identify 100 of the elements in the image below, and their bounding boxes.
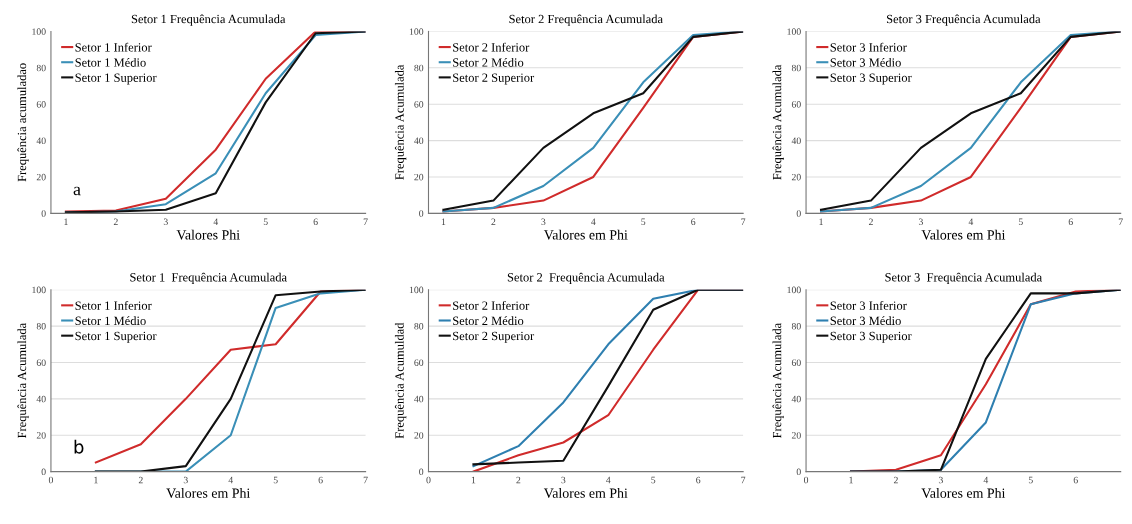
x-tick-label: 2 [138,476,143,484]
y-tick-label: 0 [419,468,424,476]
y-axis-title: Frequência Acumulada [17,323,29,439]
y-tick-label: 20 [36,432,46,439]
x-axis-title: Valores Phi [176,229,240,240]
y-tick-label: 0 [41,468,46,476]
x-tick-label: 4 [228,476,234,484]
legend-label: Setor 1 Médio [75,57,146,67]
chart-title: Setor 2 Frequência Acumulada [507,272,665,285]
legend-label: Setor 1 Médio [75,316,146,325]
legend-label: Setor 3 Inferior [830,42,907,52]
y-tick-label: 40 [791,395,801,403]
y-tick-label: 100 [32,286,46,294]
y-tick-label: 80 [36,323,46,330]
x-tick-label: 4 [591,218,596,225]
x-axis-title: Valores em Phi [166,488,251,498]
y-axis-title: Frequência Acumuldad [394,322,407,439]
x-tick-label: 4 [213,218,219,225]
legend-label: Setor 1 Inferior [75,42,152,52]
x-axis-title: Valores em Phi [921,229,1006,240]
x-tick-label: 1 [94,476,98,484]
x-tick-label: 6 [318,476,323,484]
y-tick-label: 100 [787,286,801,294]
x-tick-label: 6 [1073,476,1078,484]
y-tick-label: 40 [36,395,46,403]
y-tick-label: 40 [414,137,424,145]
x-tick-label: 3 [561,476,566,484]
y-tick-label: 20 [414,173,424,181]
x-tick-label: 1 [471,476,476,484]
x-tick-label: 5 [1028,476,1033,484]
legend-label: Setor 2 Médio [453,57,524,67]
x-tick-label: 2 [491,218,496,225]
x-tick-label: 0 [803,476,809,484]
x-tick-label: 7 [363,476,368,484]
y-tick-label: 20 [791,173,801,181]
x-axis-title: Valores em Phi [921,488,1006,498]
x-tick-label: 6 [696,476,701,484]
y-tick-label: 80 [791,323,801,330]
y-tick-label: 20 [414,432,424,439]
x-axis-title: Valores em Phi [543,229,628,240]
x-tick-label: 0 [426,476,431,484]
x-tick-label: 1 [819,218,823,225]
x-tick-label: 3 [183,476,188,484]
legend-label: Setor 3 Médio [830,316,901,325]
annotation: a [73,186,81,196]
chart-title: Setor 1 Frequência Acumulada [131,14,286,26]
legend-label: Setor 3 Inferior [830,300,907,310]
y-tick-label: 60 [36,101,46,108]
y-axis-title: Frequência Acumulada [772,323,784,439]
y-tick-label: 40 [791,137,801,145]
x-tick-label: 0 [48,476,53,484]
legend-label: Setor 3 Superior [830,331,912,343]
x-tick-label: 3 [938,476,943,484]
y-tick-label: 100 [409,28,424,35]
legend-label: Setor 3 Superior [830,73,912,85]
x-tick-label: 7 [1118,218,1123,225]
x-tick-label: 5 [651,476,656,484]
y-axis-title: Frequência acumuladao [17,63,29,182]
y-tick-label: 0 [796,468,801,476]
x-tick-label: 6 [691,218,696,226]
chart-title: Setor 1 Frequência Acumulada [130,272,287,285]
x-tick-label: 2 [516,476,521,484]
legend-label: Setor 2 Inferior [453,300,530,310]
y-tick-label: 40 [36,137,46,145]
x-tick-label: 6 [313,218,318,226]
x-tick-label: 5 [273,476,278,484]
annotation: b [74,439,84,454]
legend-label: Setor 3 Médio [830,57,901,67]
x-tick-label: 5 [1018,218,1023,226]
y-tick-label: 60 [791,359,801,366]
y-tick-label: 20 [791,432,801,439]
x-axis-title: Valores em Phi [543,488,628,498]
y-tick-label: 80 [36,64,46,72]
chart-title: Setor 2 Frequência Acumulada [509,14,663,26]
x-tick-label: 1 [441,218,446,225]
legend-label: Setor 1 Inferior [75,300,152,310]
legend-label: Setor 1 Superior [75,73,157,85]
x-tick-label: 6 [1068,218,1073,226]
legend-label: Setor 1 Superior [75,331,157,343]
y-tick-label: 40 [414,395,424,403]
x-tick-label: 5 [641,218,646,226]
y-tick-label: 0 [41,210,46,217]
y-tick-label: 100 [409,286,424,294]
y-tick-label: 80 [414,323,424,330]
x-tick-label: 4 [983,476,989,484]
x-tick-label: 7 [741,476,746,484]
y-tick-label: 80 [414,64,424,72]
x-tick-label: 4 [968,218,974,225]
y-tick-label: 60 [414,359,424,366]
chart-title: Setor 3 Frequência Acumulada [886,14,1041,26]
y-tick-label: 100 [32,28,46,35]
x-tick-label: 3 [541,218,546,226]
legend-label: Setor 2 Médio [453,316,524,325]
y-axis-title: Frequência Acumulada [394,64,407,180]
x-tick-label: 5 [263,218,268,226]
legend-label: Setor 2 Superior [453,331,535,343]
x-tick-label: 3 [163,218,168,226]
x-tick-label: 2 [868,218,873,225]
y-tick-label: 0 [419,210,424,217]
x-tick-label: 7 [363,218,368,225]
